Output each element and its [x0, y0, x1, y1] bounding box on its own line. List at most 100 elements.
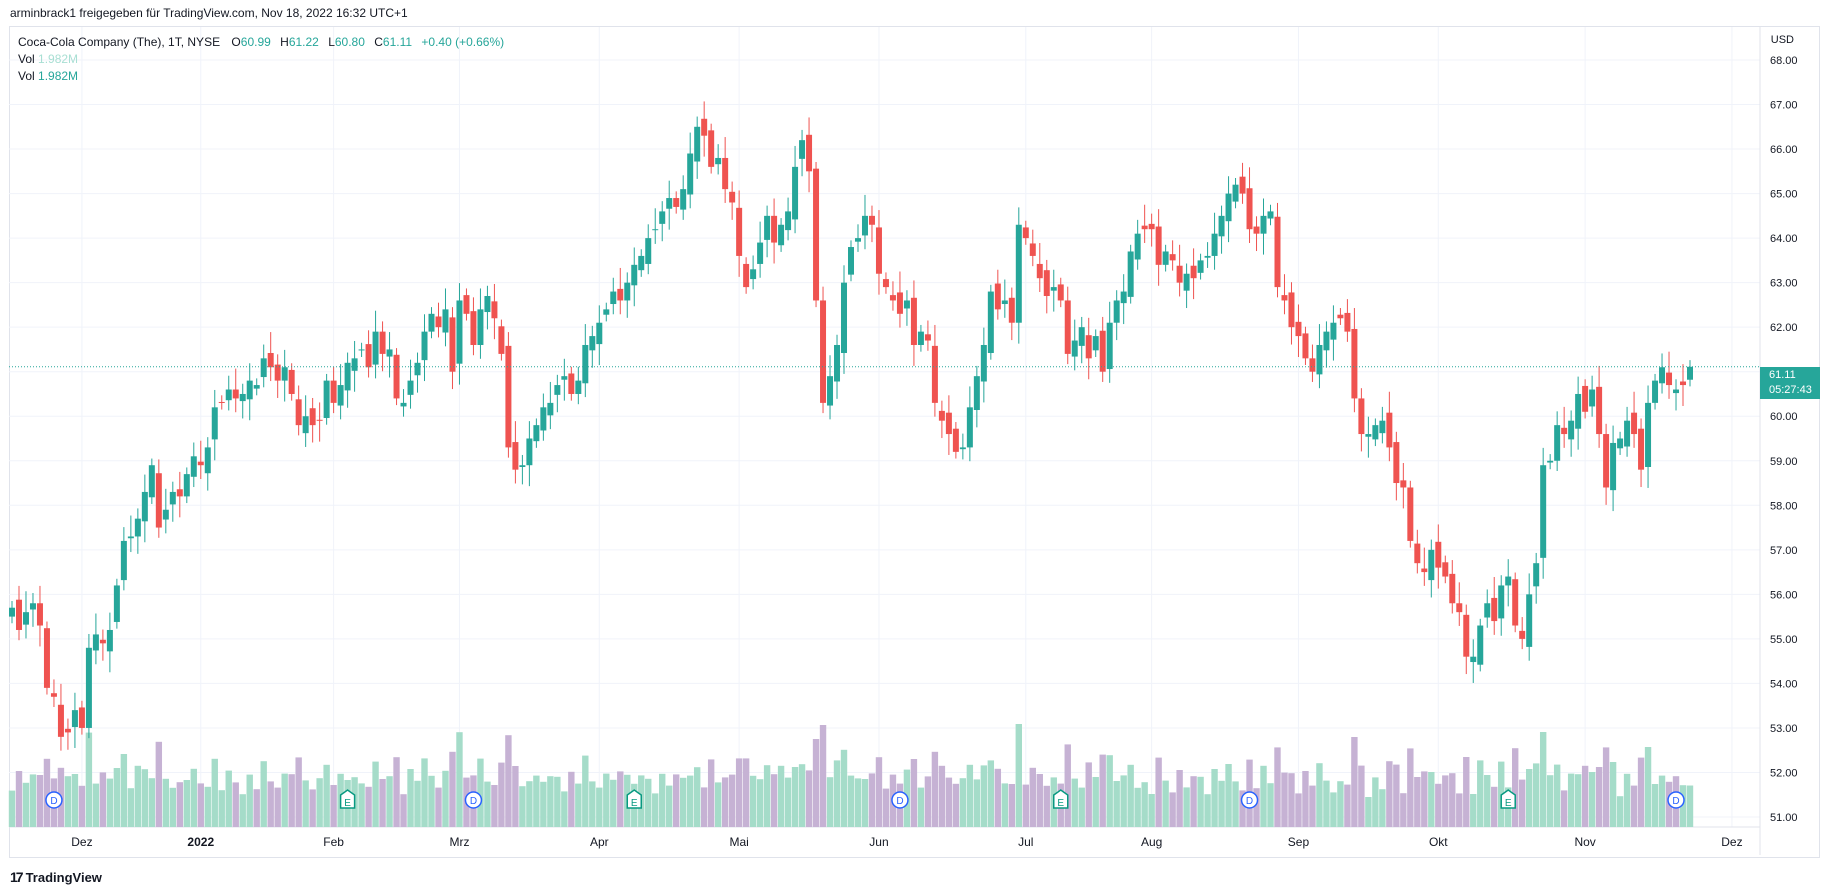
candle-body [316, 419, 323, 421]
volume-bar [1225, 764, 1232, 827]
y-tick-label: 62.00 [1770, 322, 1798, 334]
legend-vol1-label: Vol [18, 52, 35, 66]
candle-body [778, 224, 785, 246]
volume-bar [64, 776, 72, 827]
volume-bar [1316, 763, 1323, 827]
legend-vol2-label: Vol [18, 69, 35, 83]
legend-symbol: Coca-Cola Company (The), 1T, NYSE [18, 35, 221, 49]
candle-body [1057, 284, 1064, 301]
candle-body [1379, 420, 1386, 434]
volume-bar [1029, 767, 1036, 827]
candle-body [959, 447, 966, 450]
y-tick-label: 67.00 [1770, 100, 1798, 112]
volume-bar [1232, 781, 1239, 827]
candle-body [1561, 427, 1568, 435]
candle-body [1323, 331, 1330, 351]
candle-body [1316, 344, 1323, 375]
volume-bar [1169, 792, 1176, 827]
y-tick-label: 58.00 [1770, 500, 1798, 512]
volume-bar [791, 767, 799, 827]
candle-body [22, 612, 29, 625]
candle-body [1092, 336, 1099, 351]
volume-bar [784, 777, 792, 827]
candle-body [813, 168, 820, 301]
volume-bar [596, 787, 603, 827]
volume-bar [1106, 755, 1113, 827]
candle-body [799, 140, 806, 159]
candle-body [1442, 562, 1449, 577]
volume-bar [190, 768, 197, 827]
volume-bar [477, 758, 484, 827]
candle-body [1582, 385, 1589, 412]
candle-body [1218, 215, 1225, 237]
volume-bar [330, 785, 337, 827]
volume-bar [589, 781, 596, 827]
candle-body [1155, 226, 1162, 265]
candle-body [903, 300, 910, 309]
volume-bar [1609, 762, 1617, 827]
candle-body [966, 407, 973, 448]
candle-body [1337, 314, 1344, 319]
candle-body [134, 518, 141, 537]
candle-body [1407, 487, 1414, 541]
candle-body [1134, 233, 1141, 260]
volume-bar [568, 771, 575, 827]
last-price-value: 61.11 [1769, 369, 1796, 381]
volume-bar [1553, 764, 1561, 827]
candle-body [1589, 389, 1596, 407]
candle-body [1673, 389, 1680, 394]
candle-body [71, 710, 78, 728]
volume-bar [1644, 747, 1652, 827]
volume-bar [1022, 784, 1029, 827]
volume-bar [218, 790, 225, 827]
candle-body [155, 473, 162, 528]
volume-bar [1532, 763, 1540, 827]
candle-body [987, 291, 994, 354]
volume-bar [1008, 784, 1016, 827]
volume-bar [1148, 794, 1155, 827]
volume-bar [1463, 757, 1470, 827]
volume-bar [1141, 782, 1148, 827]
candle-body [1659, 367, 1666, 384]
y-tick-label: 65.00 [1770, 189, 1798, 201]
candle-body [1400, 480, 1407, 488]
volume-bar [1162, 780, 1169, 827]
volume-bar [861, 779, 869, 827]
candle-body [1631, 412, 1638, 435]
volume-bar [85, 732, 93, 827]
x-tick-label: Aug [1141, 835, 1162, 849]
candle-body [882, 279, 889, 288]
volume-bar [1679, 785, 1687, 827]
candle-body [924, 334, 931, 341]
candle-body [785, 211, 792, 231]
volume-bar [819, 725, 827, 827]
candle-body [169, 491, 176, 505]
tradingview-footer[interactable]: 17 TradingView [10, 869, 102, 885]
candle-body [288, 369, 295, 394]
volume-bar [407, 769, 414, 827]
candle-body [393, 354, 400, 399]
candle-body [1365, 434, 1372, 437]
candle-body [57, 704, 64, 737]
volume-bar [1491, 786, 1498, 827]
candle-body [78, 707, 85, 728]
volume-bar [882, 788, 890, 827]
volume-bar [1616, 796, 1624, 827]
volume-bar [183, 780, 190, 827]
candle-body [1127, 251, 1134, 297]
volume-bar [1337, 781, 1344, 827]
volume-bar [1288, 773, 1295, 827]
volume-bar [1581, 765, 1589, 827]
candle-body [1169, 254, 1176, 261]
volume-bar [763, 765, 771, 827]
volume-bar [15, 771, 23, 827]
volume-bar [246, 774, 253, 827]
candle-body [50, 693, 57, 697]
volume-bar [854, 778, 862, 827]
volume-bar [1595, 767, 1603, 827]
volume-bar [456, 732, 463, 827]
volume-bar [442, 770, 449, 827]
candle-body [15, 599, 22, 630]
candle-body [9, 607, 15, 617]
